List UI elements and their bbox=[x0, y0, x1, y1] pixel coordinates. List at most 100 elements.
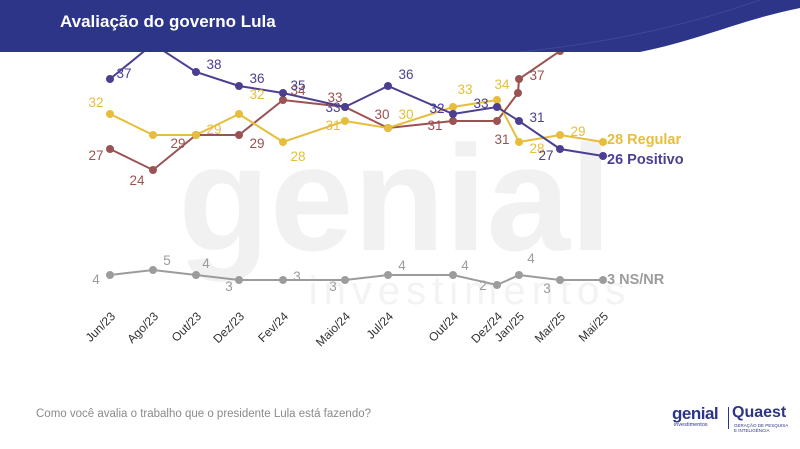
data-point-regular bbox=[556, 131, 564, 139]
data-point-regular bbox=[384, 124, 392, 132]
point-label-regular: 28 bbox=[529, 141, 544, 156]
survey-question: Como você avalia o trabalho que o presid… bbox=[36, 408, 372, 420]
x-tick-label: Maio/24 bbox=[313, 309, 353, 349]
point-label-positivo: 33 bbox=[473, 96, 488, 111]
point-label-positivo: 32 bbox=[429, 101, 444, 116]
point-label-regular: 29 bbox=[206, 122, 221, 137]
data-point-negativo bbox=[106, 145, 114, 153]
data-point-negativo bbox=[515, 75, 523, 83]
point-label-regular: 32 bbox=[249, 87, 264, 102]
point-label-positivo: 37 bbox=[116, 66, 131, 81]
point-label-regular: 30 bbox=[398, 107, 413, 122]
point-label-nsnr: 4 bbox=[202, 256, 210, 271]
data-point-regular bbox=[192, 131, 200, 139]
data-point-positivo bbox=[556, 145, 564, 153]
data-point-positivo bbox=[106, 75, 114, 83]
x-tick-label: Jul/24 bbox=[364, 309, 397, 342]
series-line-regular bbox=[109, 98, 604, 144]
page-title: Avaliação do governo Lula bbox=[60, 12, 276, 31]
data-point-regular bbox=[493, 96, 501, 104]
data-point-regular bbox=[341, 117, 349, 125]
data-point-regular bbox=[235, 110, 243, 118]
point-label-negativo: 27 bbox=[88, 148, 103, 163]
x-tick-label: Mar/25 bbox=[532, 309, 569, 346]
data-point-nsnr bbox=[341, 276, 349, 284]
watermark: genial investimentos bbox=[178, 114, 632, 313]
point-label-negativo: 29 bbox=[249, 136, 264, 151]
point-label-regular: 31 bbox=[325, 118, 340, 133]
point-label-nsnr: 4 bbox=[461, 258, 469, 273]
data-point-positivo bbox=[515, 117, 523, 125]
data-point-nsnr bbox=[235, 276, 243, 284]
point-label-nsnr: 3 bbox=[329, 279, 337, 294]
logos: genial investimentos Quaest GERAÇÃO DE P… bbox=[672, 404, 792, 434]
data-point-nsnr bbox=[599, 276, 607, 284]
data-point-regular bbox=[599, 138, 607, 146]
point-label-nsnr: 4 bbox=[92, 272, 100, 287]
data-point-positivo bbox=[279, 89, 287, 97]
data-point-negativo bbox=[556, 52, 564, 55]
quaest-logo: Quaest bbox=[732, 404, 787, 421]
x-tick-label: Ago/23 bbox=[124, 309, 161, 346]
header-bar: Avaliação do governo Lula bbox=[0, 0, 800, 52]
point-label-negativo: 34 bbox=[290, 83, 306, 98]
point-label-negativo: 31 bbox=[494, 132, 509, 147]
x-tick-label: Fev/24 bbox=[255, 309, 291, 345]
x-tick-label: Dez/23 bbox=[210, 309, 247, 346]
point-label-negativo: 33 bbox=[327, 90, 342, 105]
data-point-negativo bbox=[279, 96, 287, 104]
data-point-nsnr bbox=[515, 271, 523, 279]
data-point-positivo bbox=[192, 68, 200, 76]
point-label-negativo: 41 bbox=[570, 52, 585, 55]
data-point-negativo bbox=[493, 117, 501, 125]
data-point-nsnr bbox=[449, 271, 457, 279]
point-label-negativo: 30 bbox=[374, 107, 389, 122]
data-point-negativo bbox=[149, 166, 157, 174]
end-label-nsnr: 3 NS/NR bbox=[607, 272, 665, 288]
data-point-regular bbox=[515, 138, 523, 146]
data-point-positivo bbox=[384, 82, 392, 90]
point-labels: 2724292934333031313741322932283130333428… bbox=[88, 52, 585, 296]
series-line-positivo bbox=[109, 52, 604, 157]
end-label-regular: 28 Regular bbox=[607, 132, 681, 148]
data-point-nsnr bbox=[384, 271, 392, 279]
data-point-nsnr bbox=[493, 281, 501, 289]
data-point-nsnr bbox=[149, 266, 157, 274]
x-tick-label: Out/24 bbox=[426, 309, 462, 345]
point-label-negativo: 29 bbox=[170, 136, 185, 151]
data-point-nsnr bbox=[192, 271, 200, 279]
point-label-positivo: 33 bbox=[325, 100, 340, 115]
data-point-negativo bbox=[449, 117, 457, 125]
point-label-negativo: 31 bbox=[427, 118, 442, 133]
point-label-nsnr: 3 bbox=[225, 279, 233, 294]
point-label-negativo: 24 bbox=[129, 173, 145, 188]
data-point-regular bbox=[106, 110, 114, 118]
data-point-nsnr bbox=[279, 276, 287, 284]
data-point-negativo bbox=[514, 89, 522, 97]
x-tick-label: Jun/23 bbox=[83, 309, 119, 345]
genial-logo: genial bbox=[672, 404, 719, 423]
point-label-positivo: 27 bbox=[538, 148, 553, 163]
data-point-regular bbox=[149, 131, 157, 139]
watermark-sub: investimentos bbox=[309, 269, 632, 313]
point-label-positivo: 38 bbox=[206, 57, 221, 72]
data-point-positivo bbox=[235, 82, 243, 90]
data-point-positivo bbox=[341, 103, 349, 111]
point-label-regular: 33 bbox=[457, 82, 472, 97]
watermark-main: genial bbox=[178, 114, 611, 282]
header-wave-decoration bbox=[519, 0, 800, 52]
point-label-regular: 32 bbox=[88, 95, 103, 110]
point-label-nsnr: 3 bbox=[543, 281, 551, 296]
point-label-negativo: 37 bbox=[529, 68, 544, 83]
data-point-regular bbox=[449, 103, 457, 111]
data-point-positivo bbox=[599, 152, 607, 160]
point-label-nsnr: 2 bbox=[479, 278, 487, 293]
point-label-positivo: 36 bbox=[398, 67, 413, 82]
point-label-nsnr: 4 bbox=[527, 251, 535, 266]
end-label-positivo: 26 Positivo bbox=[607, 152, 684, 168]
x-tick-label: Out/23 bbox=[169, 309, 205, 345]
point-label-nsnr: 3 bbox=[293, 269, 301, 284]
data-point-positivo bbox=[449, 110, 457, 118]
point-label-positivo: 36 bbox=[249, 71, 264, 86]
